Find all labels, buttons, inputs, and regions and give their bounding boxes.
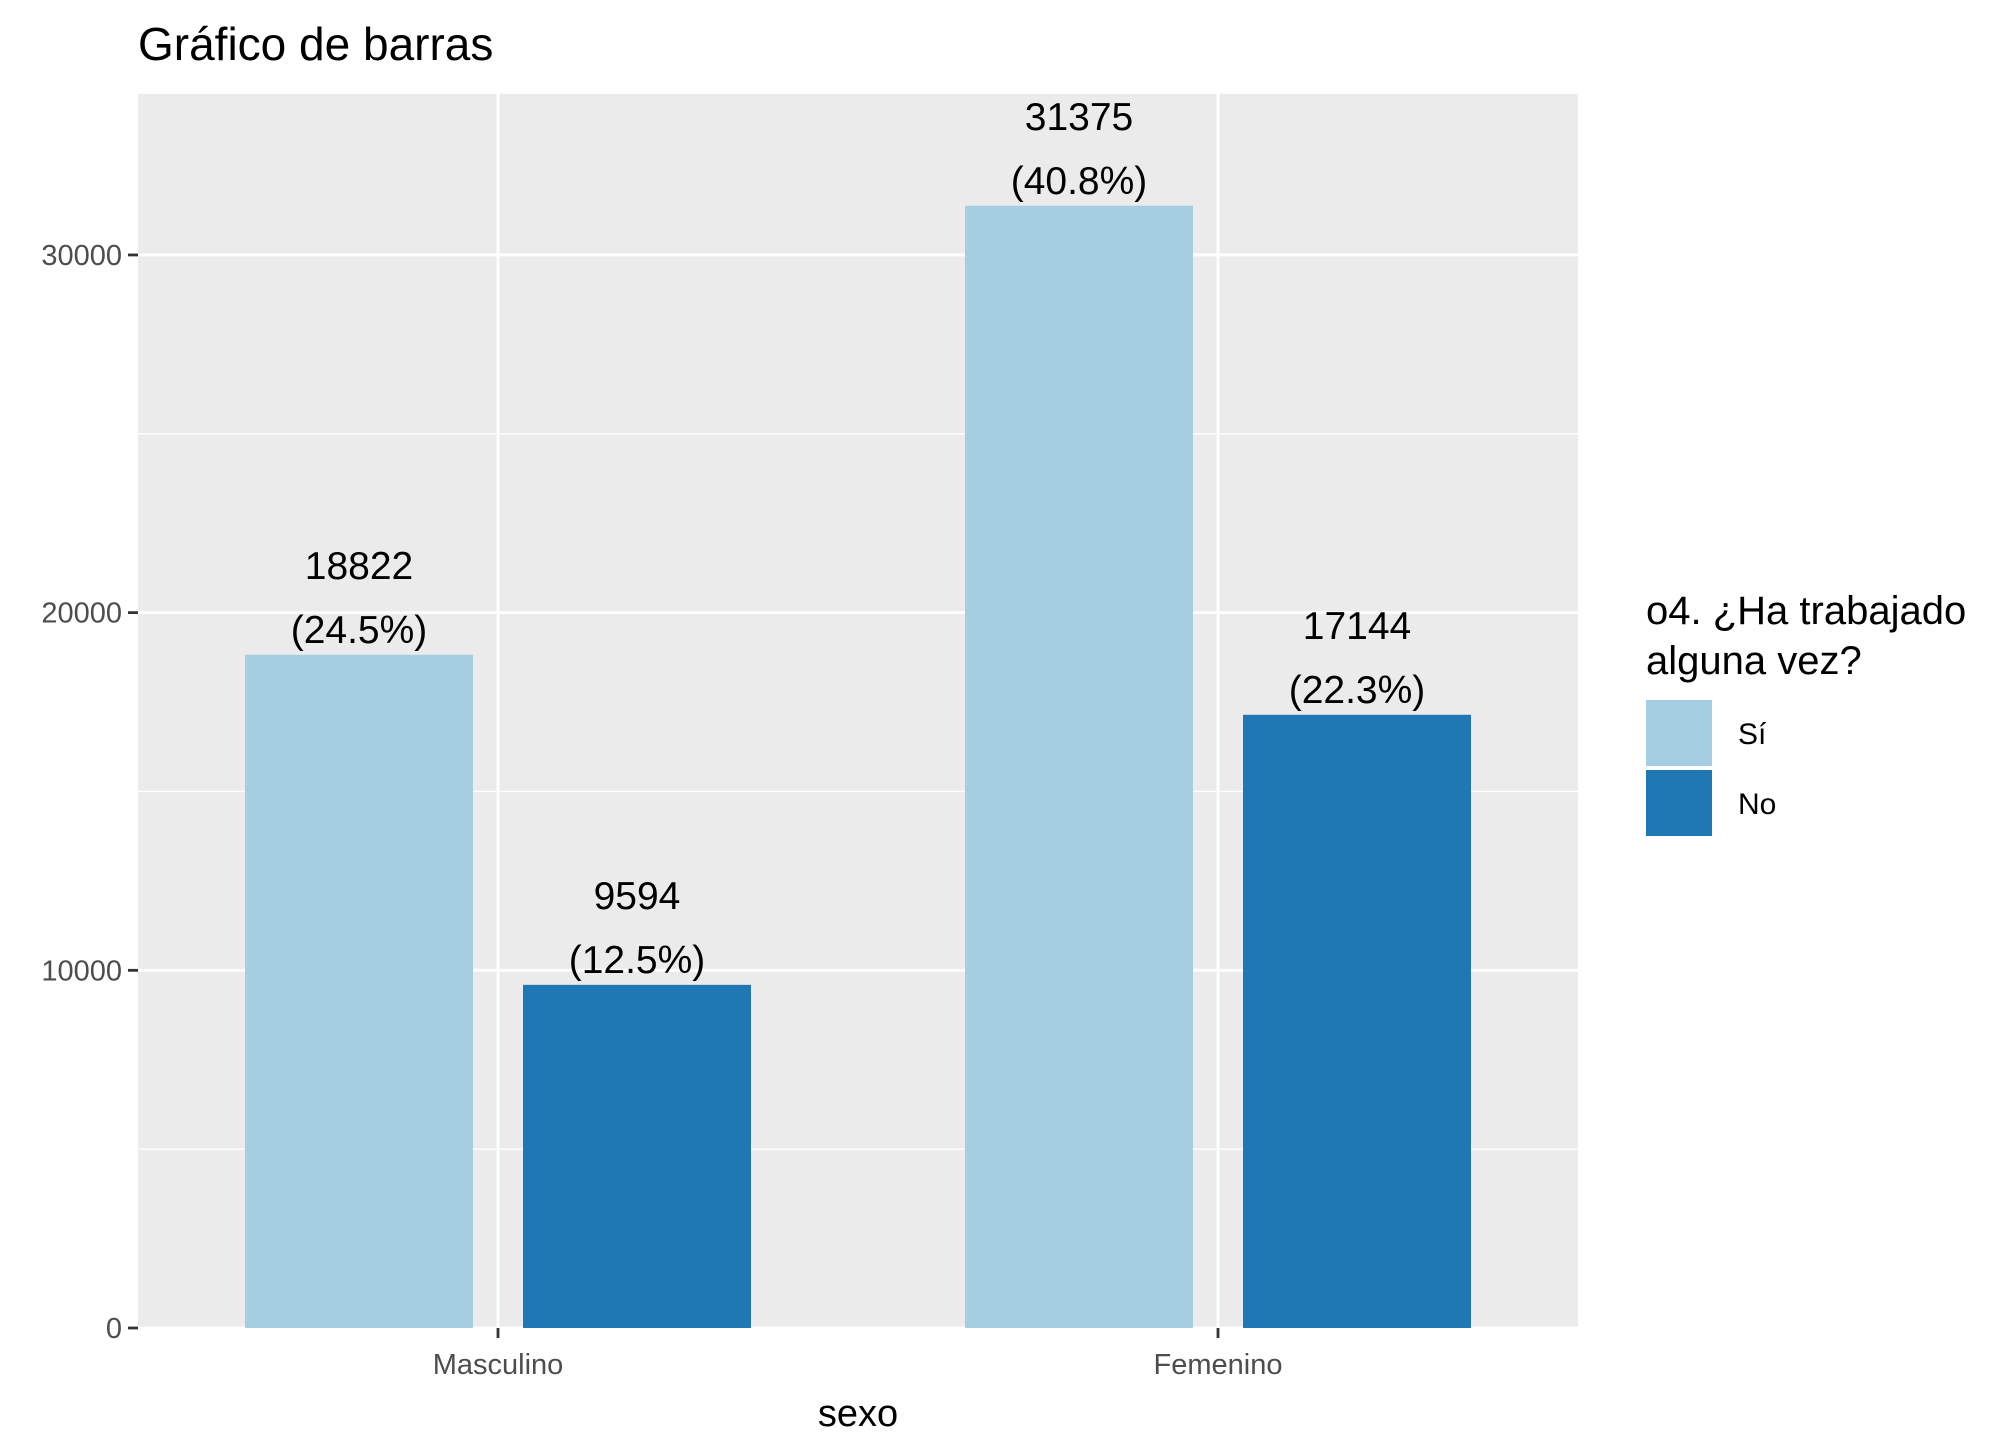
x-axis-title: sexo <box>818 1393 898 1435</box>
bar-labels: 18822 (24.5%) 31375 (40.8%) 9594 (12.5%) 17144… <box>291 96 1426 982</box>
legend: o4. ¿Ha trabajado alguna vez? Sí No <box>1646 589 1966 836</box>
y-tick-label: 0 <box>106 1313 122 1345</box>
bar <box>523 984 751 1328</box>
chart-title: Gráfico de barras <box>138 18 493 70</box>
bar <box>1243 714 1471 1328</box>
bar-percent-label: (24.5%) <box>291 609 428 652</box>
bar-percent-label: (22.3%) <box>1289 669 1426 712</box>
bar <box>245 654 473 1328</box>
legend-key <box>1646 770 1712 836</box>
legend-items: Sí No <box>1646 700 1776 836</box>
y-tick-label: 10000 <box>41 955 122 987</box>
bar-value-label: 31375 <box>1025 96 1133 139</box>
legend-title-line-1: o4. ¿Ha trabajado <box>1646 589 1966 633</box>
x-tick-label: Femenino <box>1154 1349 1283 1381</box>
x-tick-label: Masculino <box>433 1349 564 1381</box>
bar-percent-label: (40.8%) <box>1011 160 1148 203</box>
bar-value-label: 18822 <box>305 545 413 588</box>
legend-label: No <box>1738 788 1776 821</box>
y-tick-label: 20000 <box>41 598 122 630</box>
legend-key <box>1646 700 1712 766</box>
bars <box>245 205 1471 1328</box>
y-axis: 0 10000 20000 30000 <box>41 240 138 1345</box>
bar <box>965 205 1193 1328</box>
y-tick-label: 30000 <box>41 240 122 272</box>
bar-value-label: 17144 <box>1303 605 1411 648</box>
bar-percent-label: (12.5%) <box>569 939 706 982</box>
legend-label: Sí <box>1738 718 1767 751</box>
legend-title-line-2: alguna vez? <box>1646 639 1862 683</box>
x-axis: Masculino Femenino <box>433 1328 1283 1381</box>
bar-value-label: 9594 <box>594 875 681 918</box>
